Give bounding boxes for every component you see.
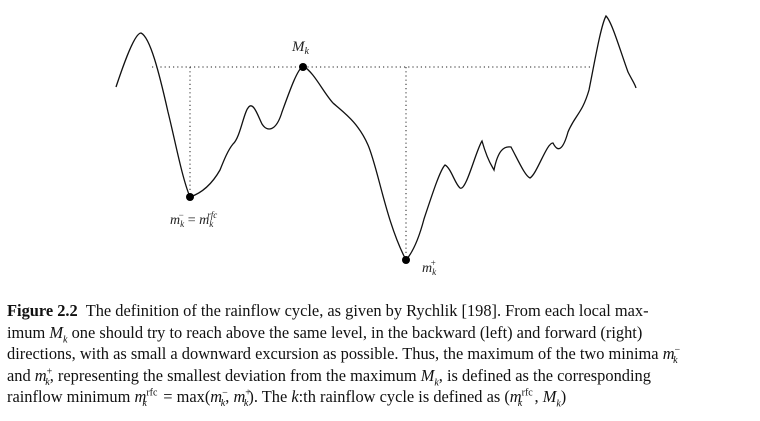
max-label: Mk xyxy=(291,39,310,57)
caption-line-4: and m+k, representing the smallest devia… xyxy=(7,365,651,388)
left-min-point xyxy=(186,193,194,201)
figure-number: Figure 2.2 xyxy=(7,301,78,320)
caption-line-1: Figure 2.2 The definition of the rainflow… xyxy=(7,301,649,320)
rainflow-diagram: Mk mk− = mkrfc mk+ xyxy=(115,14,637,277)
caption-line-2: imum Mk one should try to reach above th… xyxy=(7,322,643,345)
right-min-label: mk+ xyxy=(422,258,437,277)
caption-line-3: directions, with as small a downward exc… xyxy=(7,344,681,367)
max-point xyxy=(299,63,307,71)
right-min-point xyxy=(402,256,410,264)
left-min-label: mk− = mkrfc xyxy=(170,210,217,229)
figure-caption: Figure 2.2 The definition of the rainflow… xyxy=(7,300,751,410)
caption-line-5: rainflow minimum mrfck = max(m−k, m+k). … xyxy=(7,387,567,410)
